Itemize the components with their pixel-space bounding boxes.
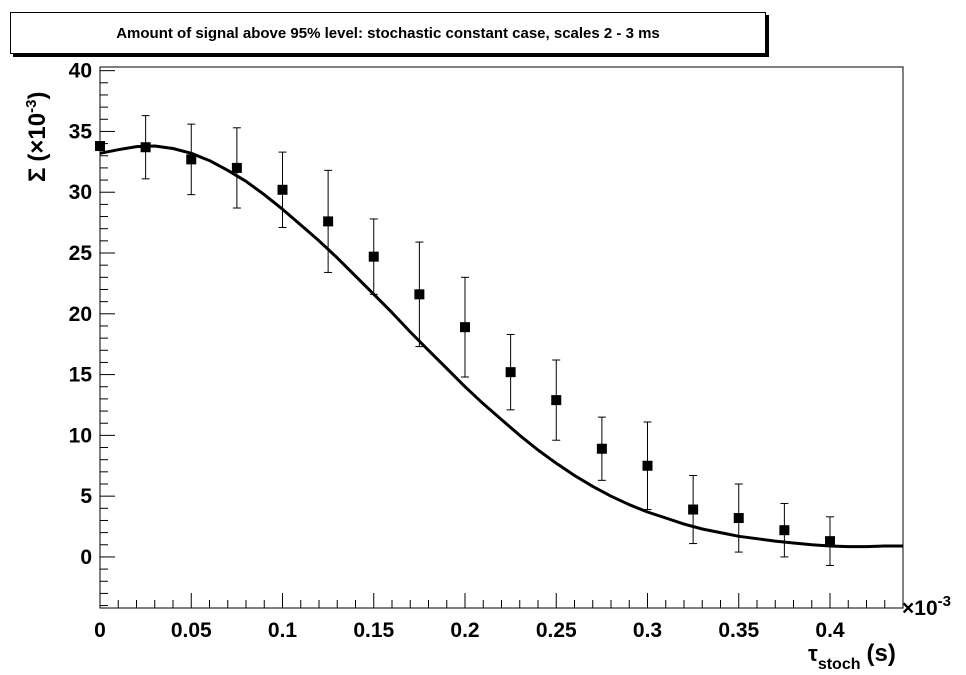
x-axis-label: τstoch (s) [808, 640, 896, 673]
x-tick-label: 0 [94, 619, 106, 642]
error-bars-layer [141, 115, 834, 566]
data-point [551, 395, 562, 406]
x-tick-label: 0.2 [450, 619, 479, 642]
data-point [95, 141, 105, 152]
y-tick-label: 15 [69, 364, 93, 387]
chart-title: Amount of signal above 95% level: stocha… [10, 12, 766, 54]
data-point [596, 443, 607, 454]
x-tick-label: 0.25 [536, 619, 577, 642]
data-point [688, 504, 699, 515]
data-point [642, 460, 653, 471]
y-axis-label: Σ(×10-3) [23, 92, 51, 182]
y-tick-label: 0 [80, 546, 92, 569]
data-point [186, 154, 197, 165]
y-tick-label: 10 [69, 424, 92, 447]
x-tick-label: 0.15 [353, 619, 394, 642]
x-tick-label: 0.35 [718, 619, 759, 642]
data-point [460, 322, 470, 333]
fit-curve [99, 144, 903, 549]
y-tick-label: 25 [69, 242, 93, 265]
data-point [277, 184, 288, 195]
data-point [505, 367, 516, 378]
data-point [323, 216, 334, 227]
data-point [733, 513, 744, 524]
x-tick-label: 0.05 [171, 619, 212, 642]
y-tick-label: 30 [69, 181, 92, 204]
tick-labels-layer: 0 0.05 0.1 0.15 0.2 0.25 0.3 0.35 0.4 0 5 10 15 20 25 3… [69, 60, 845, 642]
data-point [231, 162, 242, 173]
y-tick-label: 35 [69, 120, 93, 143]
x-tick-label: 0.3 [633, 619, 662, 642]
data-point [825, 536, 835, 547]
data-point [368, 251, 379, 262]
x-tick-label: 0.4 [815, 619, 845, 642]
x-axis-exponent: ×10-3 [902, 593, 951, 620]
data-point [414, 289, 425, 300]
data-points-layer [95, 141, 835, 547]
y-tick-label: 20 [69, 303, 92, 326]
data-point [140, 142, 151, 153]
data-point [779, 525, 790, 536]
x-tick-label: 0.1 [268, 619, 298, 642]
y-tick-label: 5 [80, 485, 92, 508]
axes [99, 66, 904, 609]
fit-curve-layer [99, 144, 903, 549]
y-tick-label: 40 [69, 60, 92, 83]
